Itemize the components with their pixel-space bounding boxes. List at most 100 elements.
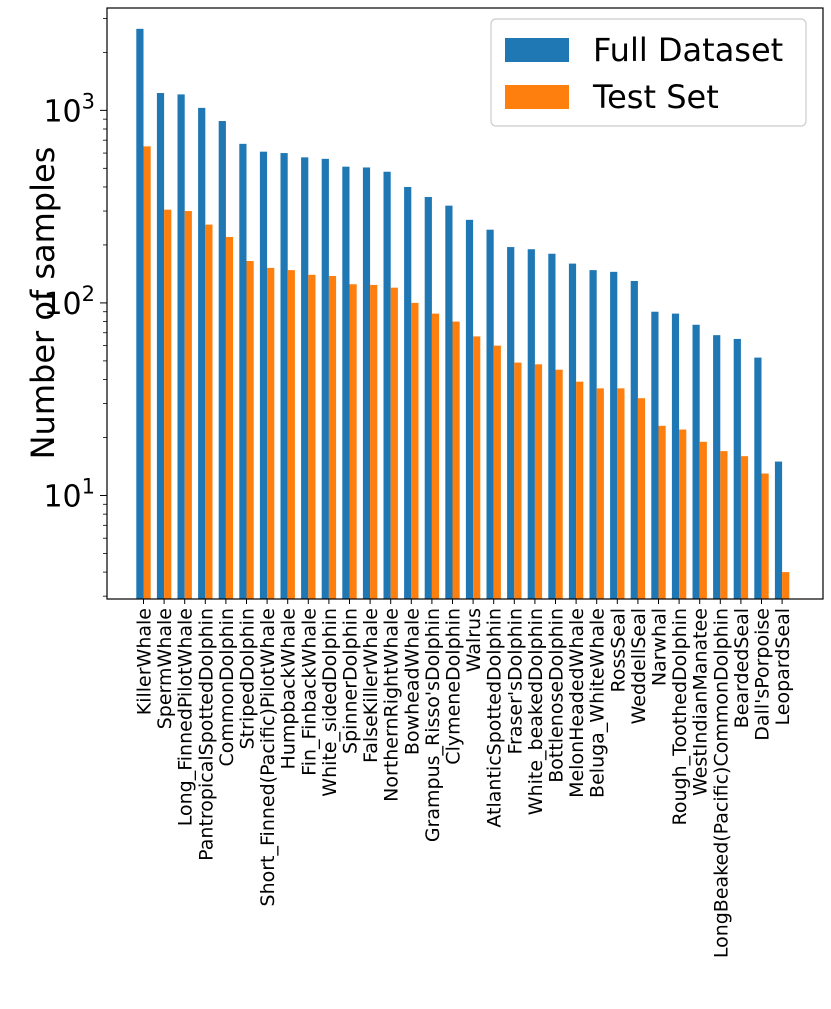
legend-swatch-test-set <box>505 85 569 109</box>
bar-test-set-spinnerdolphin <box>349 284 357 599</box>
x-tick-label: White_beakedDolphin <box>525 608 547 815</box>
bar-test-set-commondolphin <box>225 236 234 599</box>
x-tick-label: LongBeaked(Pacific)CommonDolphin <box>710 608 732 958</box>
bar-test-set-clymenedolphin <box>452 321 460 599</box>
bar-test-set-pantropicalspotteddolphin <box>205 224 213 599</box>
bar-test-set-weddellseal <box>637 398 646 599</box>
x-tick-label: Dall'sPorpoise <box>752 608 774 741</box>
bar-test-set-short-finned-pacific-pilotwhale <box>267 267 275 599</box>
x-tick-label: BeardedSeal <box>731 608 753 728</box>
bar-full-dataset-rossseal <box>610 271 618 599</box>
x-axis: KillerWhaleSpermWhaleLong_FinnedPilotWha… <box>134 599 794 958</box>
bar-test-set-bowheadwhale <box>411 302 419 599</box>
bar-full-dataset-killerwhale <box>136 28 144 599</box>
bar-full-dataset-grampus-risso-sdolphin <box>424 196 432 599</box>
x-tick-label: Grampus_Risso'sDolphin <box>422 608 444 842</box>
bar-test-set-long-finnedpilotwhale <box>184 211 192 599</box>
bar-full-dataset-pantropicalspotteddolphin <box>198 107 206 600</box>
x-tick-label: KillerWhale <box>134 608 156 715</box>
legend-label-full-dataset: Full Dataset <box>593 31 783 69</box>
bar-test-set-walrus <box>473 336 481 599</box>
y-axis: 101 102 103 <box>43 18 107 597</box>
x-tick-label: HumpbackWhale <box>278 608 300 770</box>
x-tick-label: AtlanticSpottedDolphin <box>484 608 506 828</box>
bar-test-set-melonheadedwhale <box>576 381 584 599</box>
x-tick-label: Fraser'sDolphin <box>504 608 526 754</box>
bar-test-set-falsekillerwhale <box>370 284 378 599</box>
bar-test-set-killerwhale <box>143 146 151 599</box>
bar-full-dataset-rough-tootheddolphin <box>671 313 680 599</box>
bar-full-dataset-falsekillerwhale <box>362 167 371 600</box>
bar-test-set-fin-finbackwhale <box>308 274 316 599</box>
bar-test-set-white-sideddolphin <box>328 275 337 599</box>
x-tick-label: SpinnerDolphin <box>340 608 362 754</box>
bar-full-dataset-white-sideddolphin <box>321 158 329 599</box>
x-tick-label: BottlenoseDolphin <box>546 608 568 783</box>
bar-full-dataset-humpbackwhale <box>280 153 288 599</box>
legend-swatch-full-dataset <box>505 38 569 62</box>
x-tick-label: MelonHeadedWhale <box>566 608 588 798</box>
bar-full-dataset-bottlenosedolphin <box>548 253 556 599</box>
bar-full-dataset-beluga-whitewhale <box>589 270 597 599</box>
bar-test-set-humpbackwhale <box>287 270 295 599</box>
x-tick-label: FalseKillerWhale <box>360 608 382 763</box>
bar-full-dataset-dall-sporpoise <box>754 357 762 599</box>
y-tick-label: 101 <box>43 474 95 514</box>
x-tick-label: White_sidedDolphin <box>319 608 341 797</box>
bar-full-dataset-leopardseal <box>774 461 783 599</box>
bar-full-dataset-westindianmanatee <box>692 324 700 599</box>
bar-full-dataset-weddellseal <box>630 280 638 599</box>
bar-full-dataset-white-beakeddolphin <box>527 249 535 600</box>
bar-test-set-leopardseal <box>782 572 790 599</box>
bar-full-dataset-long-finnedpilotwhale <box>177 94 185 600</box>
x-tick-label: WeddellSeal <box>628 608 650 724</box>
bar-test-set-spermwhale <box>164 209 172 599</box>
x-tick-label: CommonDolphin <box>216 608 238 767</box>
y-tick-label: 103 <box>43 89 95 129</box>
bar-full-dataset-walrus <box>465 219 474 599</box>
bar-test-set-white-beakeddolphin <box>534 364 543 599</box>
x-tick-label: Short_Finned(Pacific)PilotWhale <box>257 608 279 906</box>
bar-test-set-beardedseal <box>740 456 749 599</box>
bar-full-dataset-bowheadwhale <box>404 186 412 599</box>
bar-full-dataset-clymenedolphin <box>445 205 453 599</box>
x-tick-label: Long_FinnedPilotWhale <box>175 608 197 826</box>
bar-full-dataset-short-finned-pacific-pilotwhale <box>259 151 268 599</box>
bar-full-dataset-narwhal <box>651 311 659 599</box>
x-tick-label: SpermWhale <box>154 608 176 729</box>
bar-full-dataset-fraser-sdolphin <box>507 247 515 599</box>
x-tick-label: StripedDolphin <box>237 608 259 749</box>
bar-test-set-bottlenosedolphin <box>555 369 563 599</box>
y-tick-label: 102 <box>43 282 95 322</box>
legend-label-test-set: Test Set <box>592 78 719 116</box>
bar-full-dataset-commondolphin <box>218 121 226 599</box>
x-tick-label: Beluga_WhiteWhale <box>587 608 609 798</box>
bar-test-set-atlanticspotteddolphin <box>493 345 501 599</box>
bar-full-dataset-stripeddolphin <box>239 143 247 599</box>
bar-test-set-stripeddolphin <box>246 261 254 599</box>
legend-box <box>490 18 807 127</box>
bar-full-dataset-northernrightwhale <box>383 171 391 600</box>
plot-frame <box>106 7 824 600</box>
legend: Full Dataset Test Set <box>490 18 807 127</box>
y-axis-label: Number of samples <box>24 147 62 460</box>
x-tick-label: Narwhal <box>649 608 671 686</box>
x-tick-label: PantropicalSpottedDolphin <box>195 608 217 861</box>
x-tick-label: Rough_ToothedDolphin <box>669 608 691 825</box>
plot-area <box>136 28 790 600</box>
x-tick-label: BowheadWhale <box>401 608 423 755</box>
bar-test-set-longbeaked-pacific-commondolphin <box>720 451 728 599</box>
bar-test-set-dall-sporpoise <box>761 473 769 599</box>
x-tick-label: LeopardSeal <box>772 608 794 725</box>
bar-test-set-rossseal <box>617 388 625 599</box>
x-tick-label: ClymeneDolphin <box>443 608 465 765</box>
bar-test-set-northernrightwhale <box>390 287 398 599</box>
bar-full-dataset-spermwhale <box>156 93 165 599</box>
x-tick-label: Fin_FinbackWhale <box>298 608 320 776</box>
bar-full-dataset-melonheadedwhale <box>568 263 577 599</box>
bar-full-dataset-atlanticspotteddolphin <box>486 229 494 599</box>
bar-test-set-westindianmanatee <box>699 441 707 599</box>
bar-test-set-grampus-risso-sdolphin <box>431 313 440 599</box>
bar-test-set-beluga-whitewhale <box>596 388 604 599</box>
